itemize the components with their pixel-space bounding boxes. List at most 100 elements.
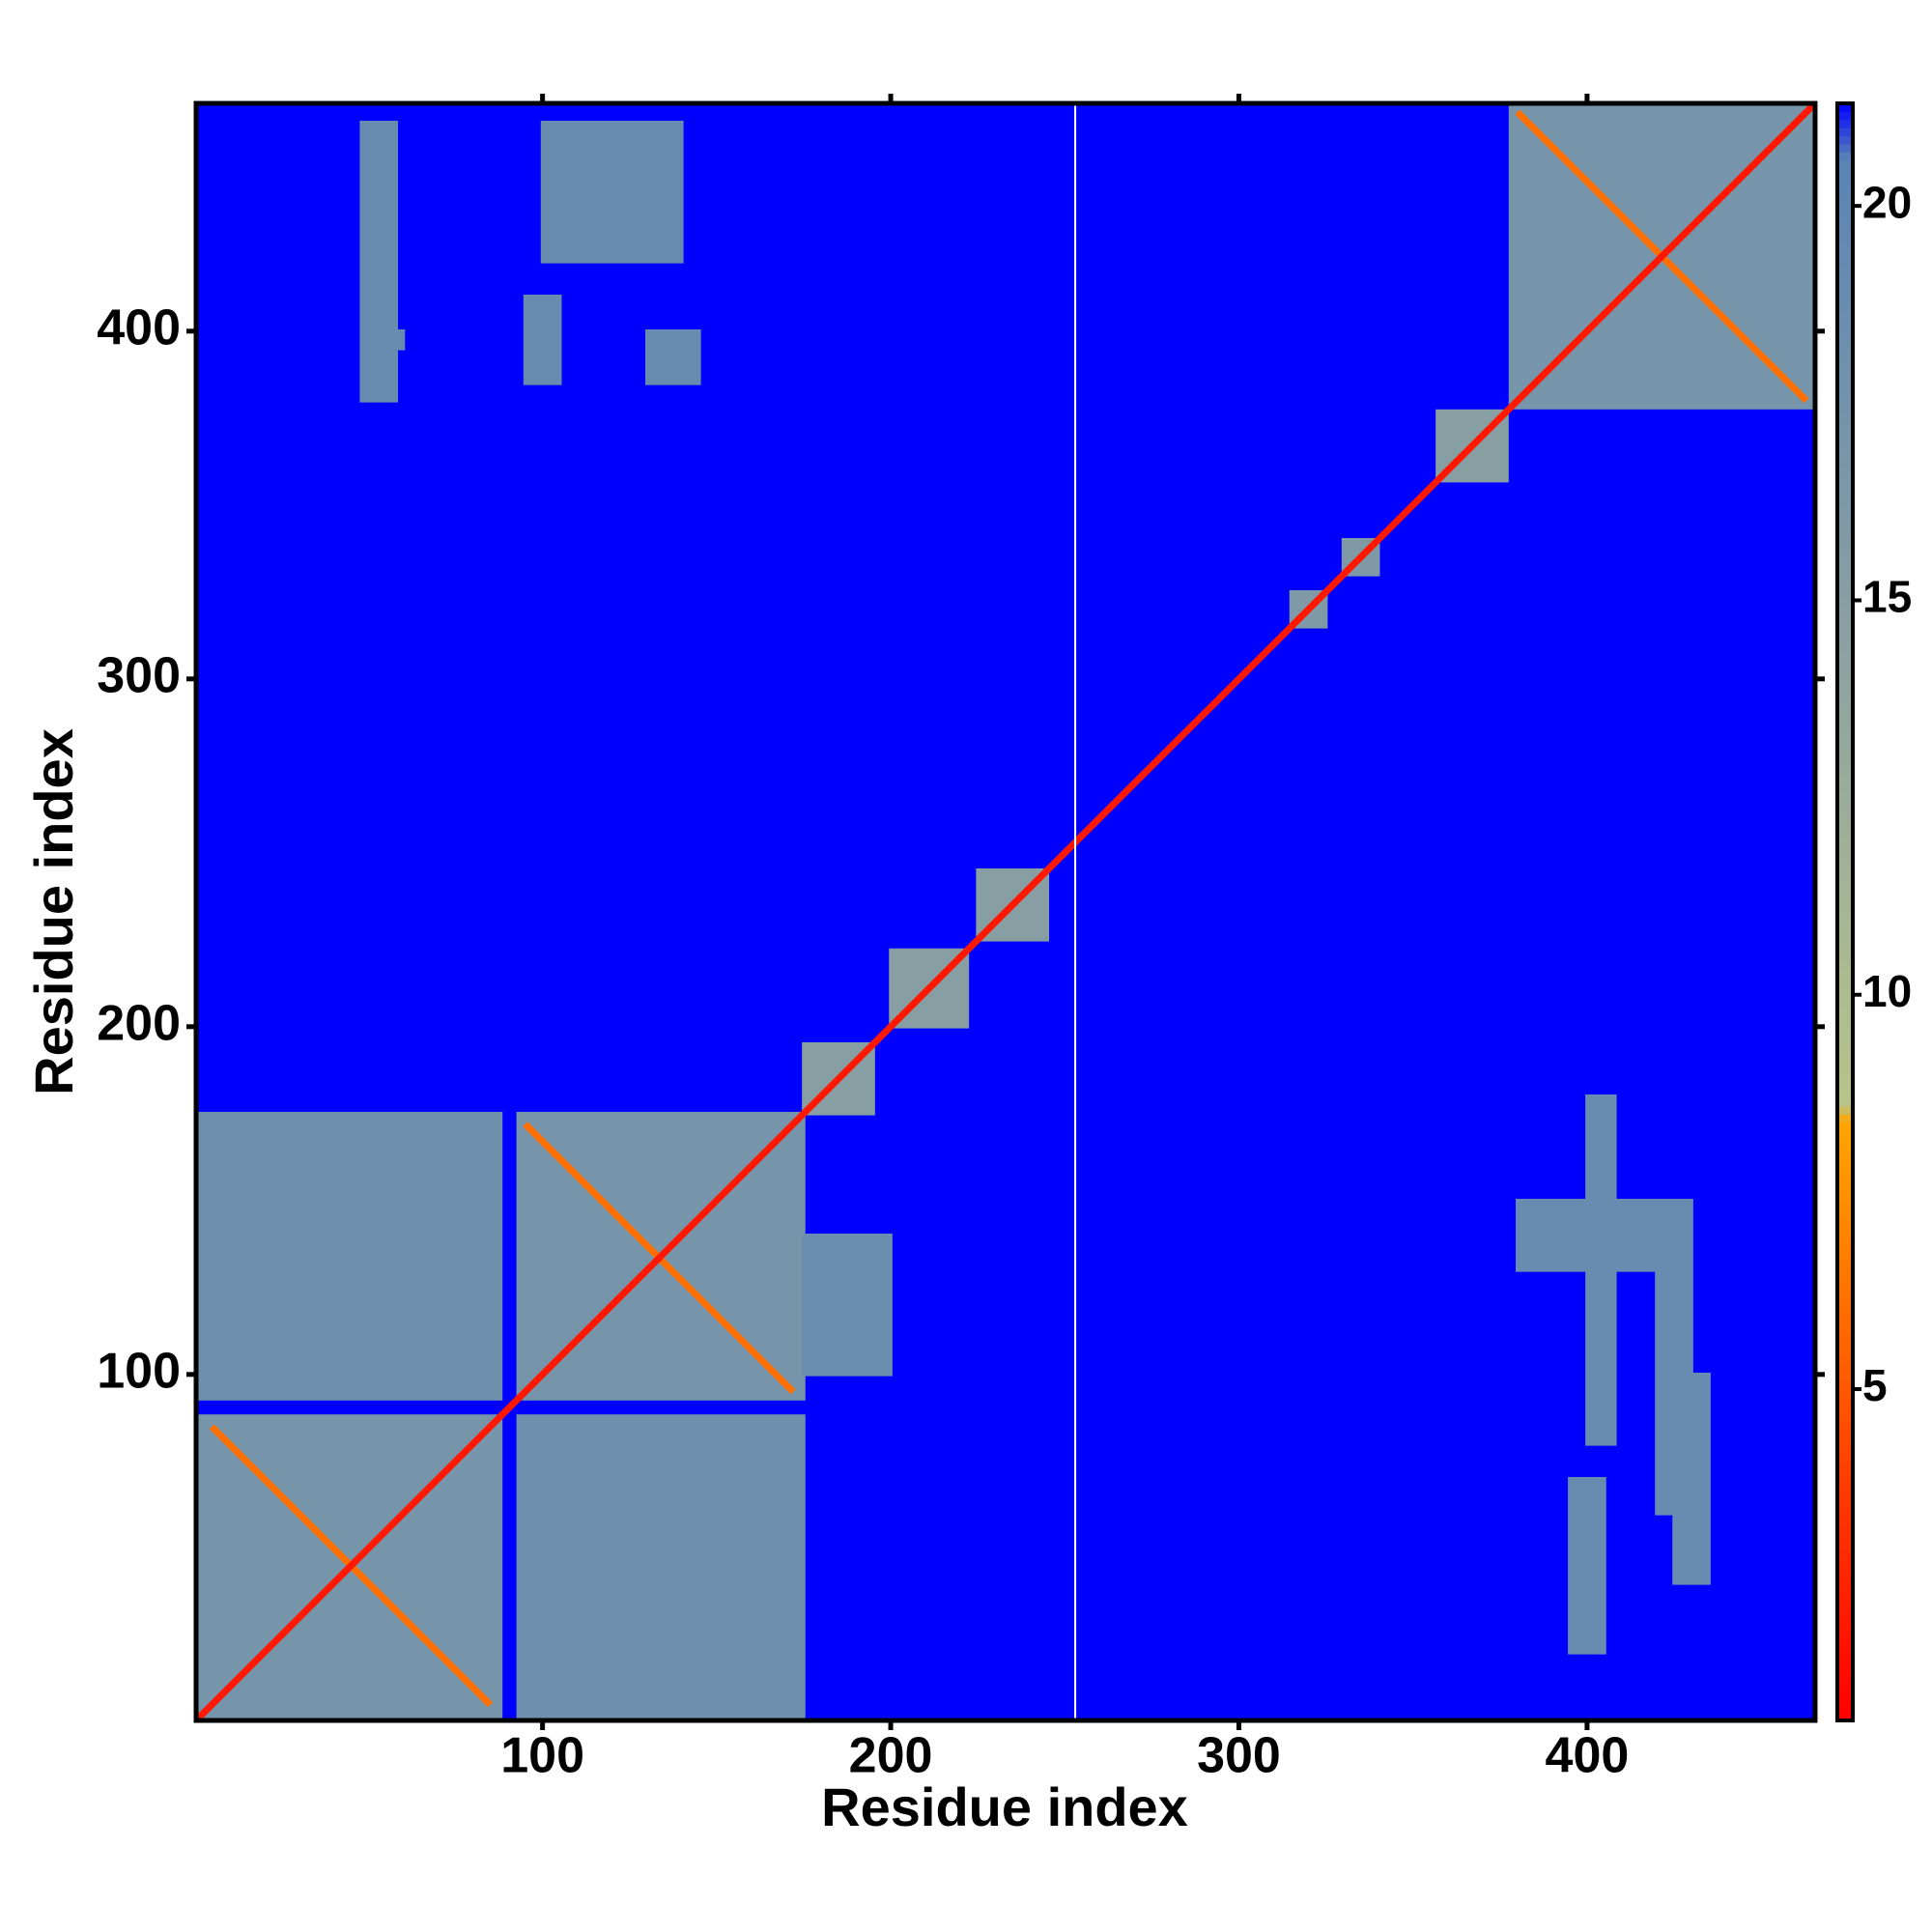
colorbar-cell bbox=[1837, 814, 1853, 824]
colorbar-cell bbox=[1837, 1105, 1853, 1115]
colorbar-cell bbox=[1837, 1114, 1853, 1123]
heatmap-region bbox=[1568, 1477, 1606, 1655]
colorbar-cell bbox=[1837, 346, 1853, 355]
colorbar-cell bbox=[1837, 960, 1853, 970]
colorbar-cell bbox=[1837, 1001, 1853, 1009]
colorbar-cell bbox=[1837, 677, 1853, 687]
colorbar-cell bbox=[1837, 879, 1853, 889]
colorbar-cell bbox=[1837, 1090, 1853, 1099]
heatmap-region bbox=[1516, 1199, 1659, 1272]
colorbar-cell bbox=[1837, 507, 1853, 517]
colorbar-cell bbox=[1837, 1437, 1853, 1446]
y-tick-label: 300 bbox=[97, 648, 181, 704]
colorbar-cell bbox=[1837, 604, 1853, 613]
colorbar-cell bbox=[1837, 1219, 1853, 1228]
colorbar-cell bbox=[1837, 1671, 1853, 1681]
colorbar-cell bbox=[1837, 1364, 1853, 1374]
colorbar-cell bbox=[1837, 725, 1853, 735]
colorbar-cell bbox=[1837, 337, 1853, 347]
colorbar-cell bbox=[1837, 135, 1853, 145]
colorbar-cell bbox=[1837, 1373, 1853, 1381]
colorbar-cell bbox=[1837, 1615, 1853, 1625]
colorbar-cell bbox=[1837, 620, 1853, 630]
colorbar-cell bbox=[1837, 733, 1853, 743]
colorbar-cell bbox=[1837, 418, 1853, 428]
y-tick-label: 200 bbox=[97, 996, 181, 1052]
colorbar-cell bbox=[1837, 927, 1853, 937]
colorbar-cell bbox=[1837, 637, 1853, 646]
colorbar-cell bbox=[1837, 1477, 1853, 1487]
colorbar-cell bbox=[1837, 798, 1853, 808]
contact-band bbox=[195, 102, 1816, 1721]
colorbar-cell bbox=[1837, 119, 1853, 128]
colorbar-cell bbox=[1837, 847, 1853, 856]
colorbar-cell bbox=[1837, 1380, 1853, 1390]
colorbar-cell bbox=[1837, 774, 1853, 783]
heatmap-region bbox=[516, 1414, 806, 1720]
colorbar-cell bbox=[1837, 1405, 1853, 1414]
colorbar-cell bbox=[1837, 499, 1853, 508]
colorbar-cell bbox=[1837, 208, 1853, 217]
colorbar-cell bbox=[1837, 1179, 1853, 1188]
colorbar-cell bbox=[1837, 491, 1853, 500]
colorbar-cell bbox=[1837, 871, 1853, 881]
colorbar-cell bbox=[1837, 1656, 1853, 1664]
colorbar-cell bbox=[1837, 588, 1853, 598]
x-tick-label: 100 bbox=[500, 1728, 584, 1784]
colorbar-tick-label: 10 bbox=[1862, 966, 1912, 1016]
colorbar-cell bbox=[1837, 887, 1853, 896]
colorbar-cell bbox=[1837, 385, 1853, 395]
colorbar-cell bbox=[1837, 1348, 1853, 1357]
heatmap-region bbox=[366, 329, 406, 351]
colorbar-cell bbox=[1837, 718, 1853, 726]
colorbar-cell bbox=[1837, 426, 1853, 436]
colorbar-cell bbox=[1837, 475, 1853, 484]
colorbar-cell bbox=[1837, 467, 1853, 476]
colorbar-cell bbox=[1837, 354, 1853, 363]
colorbar-cell bbox=[1837, 1194, 1853, 1204]
colorbar-cell bbox=[1837, 709, 1853, 719]
colorbar-cell bbox=[1837, 782, 1853, 791]
colorbar-cell bbox=[1837, 1292, 1853, 1301]
colorbar-cell bbox=[1837, 1299, 1853, 1309]
colorbar-cell bbox=[1837, 1227, 1853, 1236]
colorbar-cell bbox=[1837, 1688, 1853, 1697]
colorbar-cell bbox=[1837, 1186, 1853, 1196]
colorbar-cell bbox=[1837, 701, 1853, 711]
colorbar-cell bbox=[1837, 1170, 1853, 1179]
heatmap-region bbox=[644, 329, 701, 385]
colorbar-cell bbox=[1837, 903, 1853, 913]
colorbar-cell bbox=[1837, 1267, 1853, 1277]
colorbar-cell bbox=[1837, 289, 1853, 298]
colorbar-cell bbox=[1837, 1591, 1853, 1600]
colorbar-cell bbox=[1837, 1146, 1853, 1155]
y-tick-label: 400 bbox=[97, 300, 181, 356]
colorbar-cell bbox=[1837, 1502, 1853, 1511]
colorbar-cell bbox=[1837, 1016, 1853, 1026]
colorbar-cell bbox=[1837, 1275, 1853, 1285]
colorbar-cell bbox=[1837, 450, 1853, 460]
colorbar-cell bbox=[1837, 564, 1853, 573]
y-axis-label: Residue index bbox=[23, 728, 84, 1095]
colorbar-cell bbox=[1837, 305, 1853, 315]
colorbar-cell bbox=[1837, 555, 1853, 565]
colorbar-cell bbox=[1837, 459, 1853, 469]
colorbar-cell bbox=[1837, 1534, 1853, 1544]
colorbar-cell bbox=[1837, 1639, 1853, 1649]
colorbar-cell bbox=[1837, 248, 1853, 258]
colorbar-cell bbox=[1837, 1284, 1853, 1293]
colorbar-cell bbox=[1837, 944, 1853, 953]
heatmap-region bbox=[523, 295, 562, 385]
colorbar-cell bbox=[1837, 1695, 1853, 1705]
x-axis-label: Residue index bbox=[821, 1776, 1188, 1837]
colorbar-cell bbox=[1837, 1518, 1853, 1527]
colorbar-cell bbox=[1837, 1558, 1853, 1568]
colorbar-frame bbox=[1835, 101, 1855, 1722]
colorbar-cell bbox=[1837, 241, 1853, 250]
colorbar-cell bbox=[1837, 216, 1853, 226]
colorbar-cell bbox=[1837, 580, 1853, 589]
colorbar-cell bbox=[1837, 1575, 1853, 1584]
colorbar-cell bbox=[1837, 1704, 1853, 1714]
x-tick-label: 400 bbox=[1546, 1728, 1630, 1784]
